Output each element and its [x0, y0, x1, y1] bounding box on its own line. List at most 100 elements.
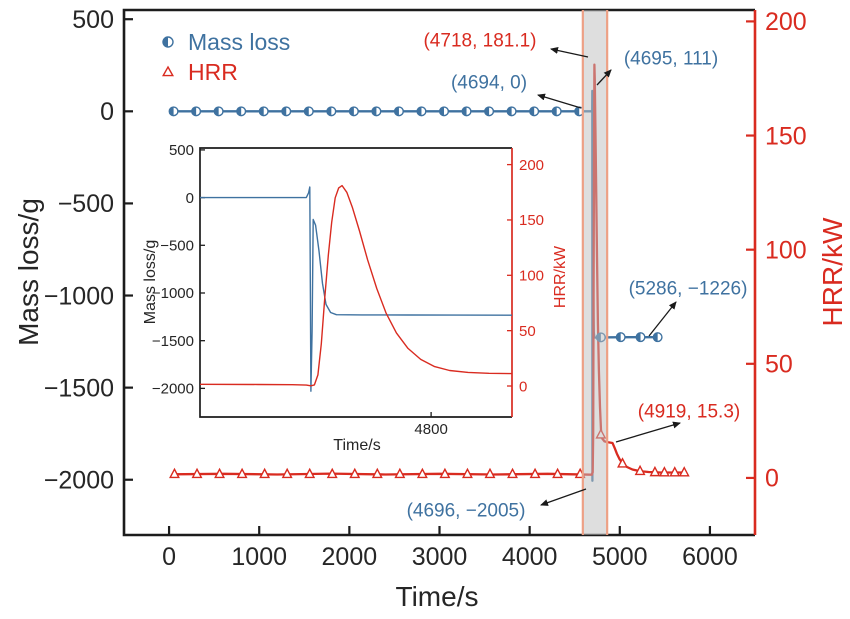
- left-tick-label: −2000: [44, 466, 114, 494]
- axis-titles: Time/s Mass loss/g HRR/kW Mass loss HRR: [13, 29, 848, 612]
- annotation-arrow: [550, 47, 589, 58]
- left-tick-label: 0: [100, 98, 114, 126]
- main-plot-area: 0 1000 2000 3000 4000 5000 60005000−500−1000−1…: [44, 6, 807, 571]
- annotation-arrow: [596, 69, 612, 86]
- right-tick-label: 50: [765, 351, 793, 379]
- hrr-marker: [371, 467, 383, 479]
- inset-right-tick-label: 200: [519, 157, 544, 174]
- mass-loss-marker: [529, 107, 535, 116]
- legend-item-hrr: HRR: [162, 59, 238, 85]
- right-axis-title: HRR/kW: [817, 217, 848, 326]
- inset-right-tick-label: 0: [519, 378, 527, 395]
- hrr-marker: [461, 467, 473, 479]
- annotation-arrow: [537, 93, 582, 109]
- hrr-marker: [617, 457, 628, 468]
- mass-loss-marker: [372, 107, 377, 116]
- plot-spine: [122, 8, 755, 537]
- annotations-layer: (4718, 181.1) (4695, 111) (4694, 0) (5286, …: [407, 31, 748, 522]
- inset-background: [200, 148, 512, 417]
- left-axis-title: Mass loss/g: [13, 198, 44, 346]
- hrr-marker: [678, 466, 690, 477]
- legend: Mass loss HRR: [162, 29, 290, 85]
- hrr-marker: [658, 466, 670, 477]
- mass-loss-marker: [236, 107, 242, 116]
- inset-left-tick-label: −500: [160, 238, 194, 255]
- inset-hrr-line: [199, 184, 513, 387]
- hrr-marker: [304, 467, 316, 479]
- legend-item-mass-loss: Mass loss: [162, 29, 290, 55]
- x-tick-label: 2000: [322, 543, 378, 571]
- annotation-arrow: [540, 488, 587, 506]
- hrr-marker: [281, 467, 293, 479]
- hrr-marker: [191, 467, 203, 479]
- inset-right-tick-label: 50: [519, 323, 536, 340]
- mass-loss-marker: [191, 107, 197, 116]
- mass-loss-marker: [552, 107, 557, 116]
- hrr-marker: [326, 467, 338, 479]
- mass-loss-marker: [636, 332, 641, 342]
- annotation-label: (4696, −2005): [407, 501, 526, 522]
- inset-x-tick-label: 4800: [414, 421, 447, 438]
- hrr-marker: [169, 467, 180, 479]
- hrr-marker: [649, 465, 661, 477]
- inset-right-axis-title: HRR/kW: [552, 245, 569, 308]
- x-tick-label: 0: [162, 543, 176, 571]
- mass-loss-marker: [327, 107, 332, 116]
- mass-loss-marker: [616, 332, 621, 342]
- legend-label-hrr: HRR: [188, 59, 238, 85]
- mass-loss-marker: [214, 107, 219, 116]
- hrr-marker: [214, 467, 226, 479]
- inset-right-tick-label: 150: [519, 212, 544, 229]
- mass-loss-marker: [417, 107, 422, 116]
- inset-left-tick-label: −1500: [152, 333, 194, 350]
- left-tick-label: −500: [58, 190, 114, 218]
- annotation-label: (4718, 181.1): [423, 31, 536, 52]
- mass-loss-marker: [281, 107, 287, 116]
- annotation-arrow: [648, 301, 677, 337]
- inset-mass-loss-line: [200, 186, 513, 392]
- mass-loss-marker: [462, 107, 467, 116]
- left-tick-label: 500: [72, 6, 114, 34]
- hrr-marker: [507, 467, 518, 479]
- inset-axis-titles: Time/s Mass loss/g HRR/kW: [142, 240, 569, 454]
- mass-loss-marker: [439, 107, 445, 116]
- annotation-label: (4694, 0): [451, 73, 527, 94]
- annotation-label: (5286, −1226): [629, 279, 748, 300]
- mass-loss-marker: [653, 332, 658, 342]
- inset-left-tick-label: 500: [169, 142, 194, 159]
- inset-left-axis-title: Mass loss/g: [142, 240, 159, 324]
- inset-left-tick-label: −2000: [152, 381, 194, 398]
- inset-left-tick-label: 0: [186, 190, 194, 207]
- right-tick-label: 100: [765, 236, 807, 264]
- mass-loss-marker: [304, 107, 309, 116]
- annotation-label: (4695, 111): [624, 49, 718, 70]
- hrr-marker: [552, 467, 564, 479]
- mass-loss-marker: [394, 107, 399, 116]
- hrr-marker: [259, 467, 271, 479]
- hrr-marker: [236, 467, 248, 479]
- mass-loss-marker: [507, 107, 512, 116]
- right-tick-label: 0: [765, 465, 779, 493]
- hrr-marker: [416, 467, 428, 479]
- inset-right-tick-label: 100: [519, 268, 544, 285]
- hrr-marker: [529, 467, 541, 479]
- legend-label-mass-loss: Mass loss: [188, 29, 290, 55]
- right-tick-label: 200: [765, 8, 807, 36]
- inset-x-axis-title: Time/s: [333, 437, 380, 454]
- x-tick-label: 4000: [502, 543, 558, 571]
- left-tick-label: −1500: [44, 374, 114, 402]
- hrr-marker: [439, 467, 451, 479]
- annotation-label: (4919, 15.3): [638, 402, 740, 423]
- mass-loss-marker: [169, 107, 174, 116]
- x-tick-label: 5000: [592, 543, 648, 571]
- annotation-arrow: [615, 421, 681, 443]
- x-tick-label: 1000: [231, 543, 287, 571]
- inset-left-tick-label: −1000: [152, 285, 194, 302]
- x-tick-label: 6000: [682, 543, 738, 571]
- inset-spine: [199, 147, 512, 418]
- x-axis-title: Time/s: [396, 581, 479, 612]
- hrr-marker: [349, 467, 361, 479]
